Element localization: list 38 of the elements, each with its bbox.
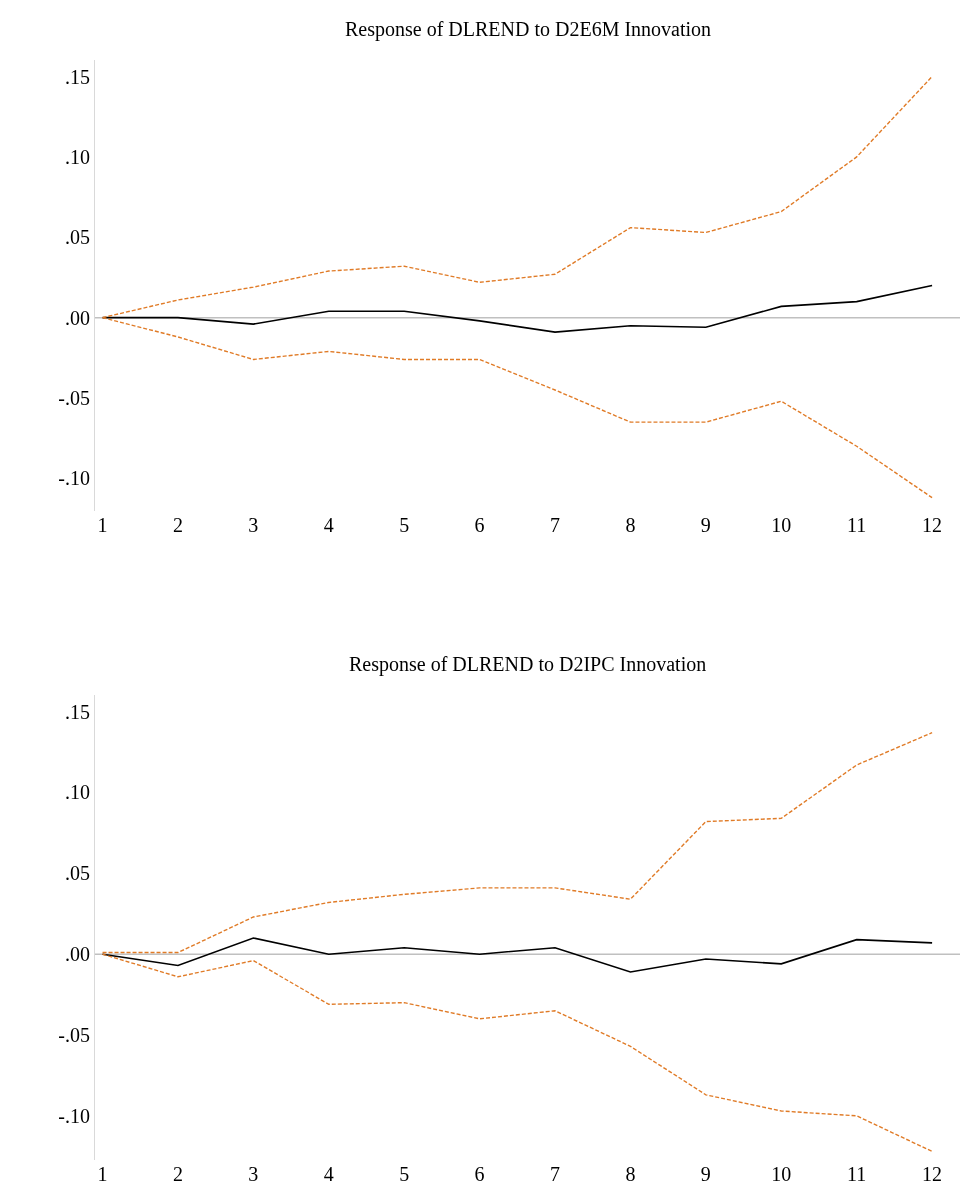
x-tick-label: 2 (172, 1162, 183, 1185)
y-tick-label: .15 (65, 700, 90, 723)
x-tick-label: 1 (97, 1162, 108, 1185)
x-tick-label: 8 (625, 513, 636, 536)
y-tick-label: .05 (65, 862, 90, 885)
x-tick-label: 12 (922, 1162, 943, 1185)
x-tick-label: 7 (550, 1162, 561, 1185)
y-tick-label: .10 (65, 145, 90, 168)
chart-title: Response of DLREND to D2IPC Innovation (349, 653, 707, 676)
x-tick-label: 7 (550, 513, 561, 536)
y-tick-label: -.05 (58, 1024, 90, 1047)
x-tick-label: 9 (700, 513, 711, 536)
x-tick-label: 10 (771, 513, 792, 536)
y-tick-label: -.10 (58, 1104, 90, 1127)
x-tick-label: 8 (625, 1162, 636, 1185)
y-tick-label: .15 (65, 65, 90, 88)
y-tick-label: .00 (65, 943, 90, 966)
y-tick-label: -.10 (58, 467, 90, 490)
x-tick-label: 4 (323, 1162, 334, 1185)
y-tick-label: -.05 (58, 387, 90, 410)
y-tick-label: .00 (65, 306, 90, 329)
x-tick-label: 2 (172, 513, 183, 536)
x-tick-label: 4 (323, 513, 334, 536)
x-tick-label: 6 (474, 1162, 485, 1185)
chart-title: Response of DLREND to D2E6M Innovation (345, 18, 712, 41)
x-tick-label: 1 (97, 513, 108, 536)
y-tick-label: .10 (65, 781, 90, 804)
x-tick-label: 10 (771, 1162, 792, 1185)
x-tick-label: 5 (399, 1162, 410, 1185)
x-tick-label: 6 (474, 513, 485, 536)
x-tick-label: 5 (399, 513, 410, 536)
x-tick-label: 12 (922, 513, 943, 536)
x-tick-label: 3 (248, 1162, 259, 1185)
y-tick-label: .05 (65, 226, 90, 249)
x-tick-label: 11 (847, 513, 867, 536)
x-tick-label: 3 (248, 513, 259, 536)
x-tick-label: 9 (700, 1162, 711, 1185)
x-tick-label: 11 (847, 1162, 867, 1185)
